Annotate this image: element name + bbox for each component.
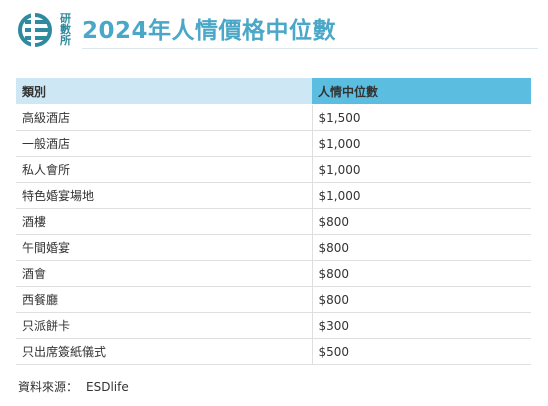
category-cell: 午間婚宴 xyxy=(16,234,312,261)
page-title: 2024年人情價格中位數 xyxy=(82,18,337,44)
median-price-cell: $1,500 xyxy=(311,104,531,131)
median-price-cell: $1,000 xyxy=(311,130,531,157)
table-row: 只出席簽紙儀式 $500 xyxy=(16,338,531,365)
source-label: 資料來源： xyxy=(18,380,79,394)
table-row: 私人會所 $1,000 xyxy=(16,156,531,183)
category-cell: 酒樓 xyxy=(16,208,312,235)
source-note: 資料來源： ESDlife xyxy=(18,378,129,395)
median-price-cell: $1,000 xyxy=(311,156,531,183)
category-cell: 特色婚宴場地 xyxy=(16,182,312,209)
column-header-median: 人情中位數 xyxy=(312,78,531,105)
esd-logo-icon: 研數所 xyxy=(18,11,72,49)
table-body: 高級酒店 $1,500 一般酒店 $1,000 私人會所 $1,000 特色婚宴場地 $1,0… xyxy=(16,104,531,365)
median-price-cell: $300 xyxy=(311,312,531,339)
column-header-category: 類別 xyxy=(16,78,312,105)
table-row: 西餐廳 $800 xyxy=(16,286,531,313)
source-value: ESDlife xyxy=(86,380,129,394)
median-price-cell: $800 xyxy=(311,234,531,261)
table-row: 特色婚宴場地 $1,000 xyxy=(16,182,531,209)
table-row: 高級酒店 $1,500 xyxy=(16,104,531,131)
table-row: 午間婚宴 $800 xyxy=(16,234,531,261)
table-header-row: 類別 人情中位數 xyxy=(16,78,531,105)
category-cell: 私人會所 xyxy=(16,156,312,183)
category-cell: 西餐廳 xyxy=(16,286,312,313)
table-row: 酒樓 $800 xyxy=(16,208,531,235)
page-header: 研數所 2024年人情價格中位數 xyxy=(0,0,548,56)
median-price-cell: $800 xyxy=(311,208,531,235)
title-divider xyxy=(82,48,538,49)
category-cell: 一般酒店 xyxy=(16,130,312,157)
table-row: 酒會 $800 xyxy=(16,260,531,287)
median-price-cell: $500 xyxy=(311,338,531,365)
table-row: 一般酒店 $1,000 xyxy=(16,130,531,157)
category-cell: 只出席簽紙儀式 xyxy=(16,338,312,365)
category-cell: 酒會 xyxy=(16,260,312,287)
median-price-cell: $1,000 xyxy=(311,182,531,209)
category-cell: 高級酒店 xyxy=(16,104,312,131)
table-row: 只派餅卡 $300 xyxy=(16,312,531,339)
median-price-cell: $800 xyxy=(311,260,531,287)
median-price-cell: $800 xyxy=(311,286,531,313)
price-table: 類別 人情中位數 高級酒店 $1,500 一般酒店 $1,000 私人會所 $1,000 特… xyxy=(16,78,531,365)
logo-text: 研數所 xyxy=(59,12,72,46)
category-cell: 只派餅卡 xyxy=(16,312,312,339)
